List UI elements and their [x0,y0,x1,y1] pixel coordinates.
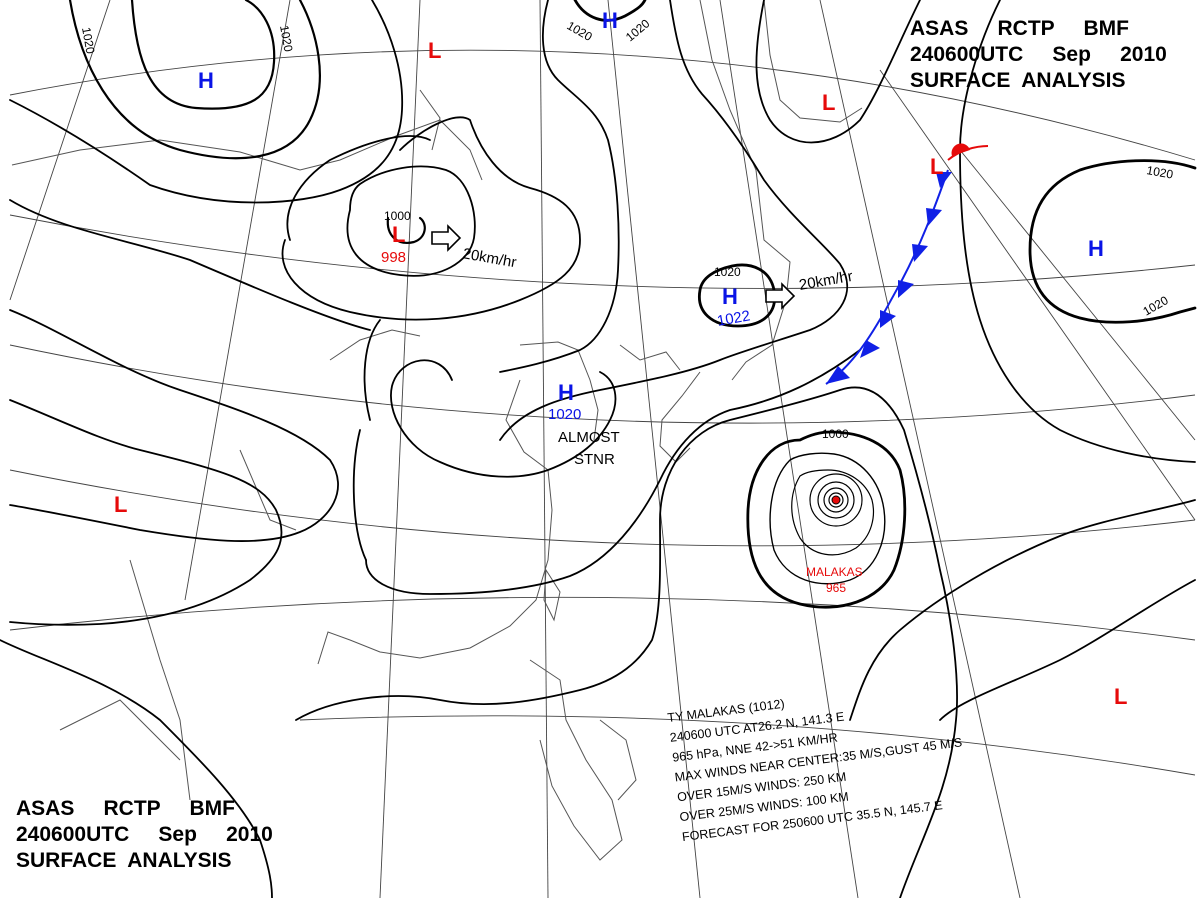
title-line-1: ASAS RCTP BMF [910,17,1129,40]
high-marker-china: H [558,380,574,405]
low-marker-se: L [1114,684,1127,709]
typhoon-info-block: TY MALAKAS (1012) 240600 UTC AT26.2 N, 1… [667,697,963,844]
title-line-3: SURFACE ANALYSIS [16,849,232,872]
latitude-lines [9,49,1196,776]
isobar-label-1020-e: 1020 [1145,163,1174,181]
isobar-label-1020-japan-sea: 1020 [714,265,741,279]
isobar-label-1020-a: 1020 [79,26,97,55]
low-marker-front: L [930,154,943,179]
high-marker-japan-sea: H [722,284,738,309]
typhoon-pressure: 965 [826,581,846,595]
coastlines [11,0,863,861]
title-block-bottom: ASAS RCTP BMF 240600UTC Sep 2010 SURFACE… [16,796,273,874]
high-marker-east: H [1088,236,1104,261]
title-line-1: ASAS RCTP BMF [16,797,235,820]
typhoon-center [831,495,841,505]
high-marker-top: H [602,8,618,33]
low-marker-north: L [428,38,441,63]
warm-front [947,143,989,161]
low-marker-mongolia: L [392,222,405,247]
motion-arrow-high [765,282,796,310]
title-line-2: 240600UTC Sep 2010 [910,43,1167,66]
title-block-top: ASAS RCTP BMF 240600UTC Sep 2010 SURFACE… [910,16,1167,94]
title-line-3: SURFACE ANALYSIS [910,69,1126,92]
low-marker-west: L [114,492,127,517]
motion-label-high: 20km/hr [798,268,854,294]
longitude-lines [9,0,1196,898]
high-pressure-japan-sea: 1022 [716,307,752,330]
isobar-label-1000-low: 1000 [384,209,411,223]
isobar-label-1020-b: 1020 [277,24,295,53]
motion-arrow-low [431,224,462,252]
status-stnr: STNR [574,451,615,468]
low-marker-ne: L [822,90,835,115]
typhoon-name: MALAKAS [806,565,863,579]
isobar-label-1000-typhoon: 1000 [822,427,849,441]
isobar-label-1020-c: 1020 [565,18,595,44]
low-pressure-mongolia: 998 [381,249,406,266]
status-almost: ALMOST [558,429,620,446]
motion-label-low: 20km/hr [461,245,517,271]
isobar-label-1020-d: 1020 [623,16,653,44]
high-marker-nw: H [198,68,214,93]
title-line-2: 240600UTC Sep 2010 [16,823,273,846]
high-pressure-china: 1020 [548,406,581,423]
cold-front [825,169,952,385]
